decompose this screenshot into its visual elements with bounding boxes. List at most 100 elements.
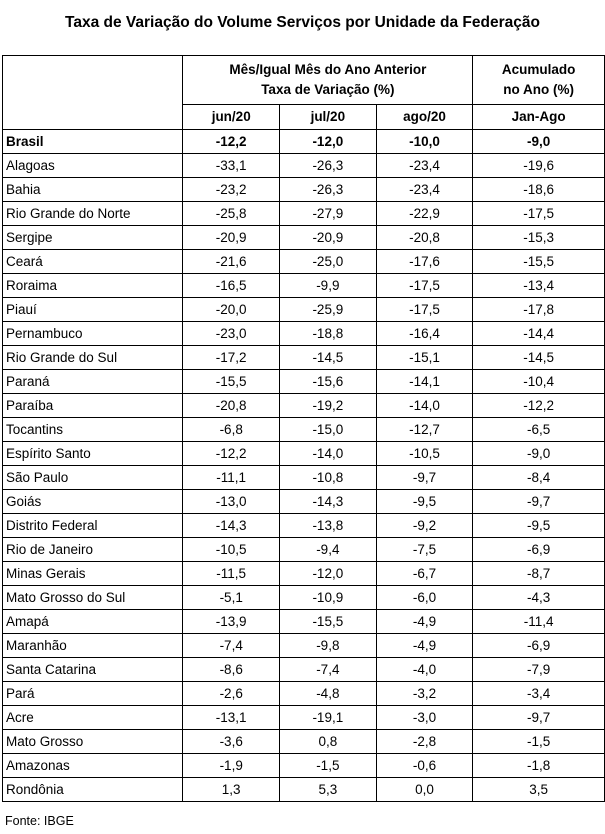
- jun-cell: -7,4: [182, 633, 281, 658]
- jun-cell: -17,2: [182, 345, 281, 370]
- table-row: Rondônia 1,3 5,3 0,0 3,5: [1, 777, 605, 802]
- jun-cell: -20,8: [182, 393, 281, 418]
- uf-cell: Mato Grosso: [1, 729, 184, 754]
- ago-cell: -6,7: [375, 561, 474, 586]
- jun-cell: -25,8: [182, 201, 281, 226]
- jul-cell: -9,8: [279, 633, 377, 658]
- accumulated-cell: -1,8: [472, 753, 605, 778]
- jun-cell: -33,1: [182, 153, 281, 178]
- ago-cell: -3,2: [375, 681, 474, 706]
- column-header-jul: jul/20: [279, 104, 377, 130]
- table-row: Pernambuco -23,0 -18,8 -16,4 -14,4: [1, 321, 605, 346]
- accumulated-cell: -17,5: [472, 201, 605, 226]
- jul-cell: -20,9: [279, 225, 377, 250]
- accumulated-cell: -15,5: [472, 249, 605, 274]
- ago-cell: -9,7: [375, 465, 474, 490]
- table-body: Brasil -12,2 -12,0 -10,0 -9,0 Alagoas -33,1 -26…: [1, 129, 605, 802]
- uf-cell: Santa Catarina: [1, 657, 184, 682]
- jun-cell: -14,3: [182, 513, 281, 538]
- accumulated-cell: -18,6: [472, 177, 605, 202]
- table-row: Ceará -21,6 -25,0 -17,6 -15,5: [1, 249, 605, 274]
- accumulated-line2: no Ano (%): [503, 82, 575, 97]
- uf-cell: Rio de Janeiro: [1, 537, 184, 562]
- jun-cell: -12,2: [182, 441, 281, 466]
- accumulated-cell: -6,9: [472, 537, 605, 562]
- jul-cell: -12,0: [279, 561, 377, 586]
- table-row: Mato Grosso -3,6 0,8 -2,8 -1,5: [1, 729, 605, 754]
- accumulated-cell: 3,5: [472, 777, 605, 802]
- table-row: Acre -13,1 -19,1 -3,0 -9,7: [1, 705, 605, 730]
- jun-cell: -23,0: [182, 321, 281, 346]
- jun-cell: -10,5: [182, 537, 281, 562]
- jun-cell: -2,6: [182, 681, 281, 706]
- table-row: Rio Grande do Norte -25,8 -27,9 -22,9 -17,5: [1, 201, 605, 226]
- table-row: Goiás -13,0 -14,3 -9,5 -9,7: [1, 489, 605, 514]
- uf-cell: Rio Grande do Sul: [1, 345, 184, 370]
- ago-cell: -6,0: [375, 585, 474, 610]
- uf-cell: Bahia: [1, 177, 184, 202]
- jul-cell: -1,5: [279, 753, 377, 778]
- ago-cell: -4,9: [375, 633, 474, 658]
- jul-cell: -19,2: [279, 393, 377, 418]
- table-row: Paraíba -20,8 -19,2 -14,0 -12,2: [1, 393, 605, 418]
- accumulated-cell: -7,9: [472, 657, 605, 682]
- accumulated-cell: -9,7: [472, 705, 605, 730]
- uf-cell: Paraíba: [1, 393, 184, 418]
- ago-cell: -7,5: [375, 537, 474, 562]
- uf-cell: Acre: [1, 705, 184, 730]
- jul-cell: -7,4: [279, 657, 377, 682]
- table-row: Piauí -20,0 -25,9 -17,5 -17,8: [1, 297, 605, 322]
- table-row: Distrito Federal -14,3 -13,8 -9,2 -9,5: [1, 513, 605, 538]
- ago-cell: -17,5: [375, 297, 474, 322]
- accumulated-cell: -8,4: [472, 465, 605, 490]
- jun-cell: -3,6: [182, 729, 281, 754]
- jun-cell: -6,8: [182, 417, 281, 442]
- jun-cell: -16,5: [182, 273, 281, 298]
- ago-cell: -12,7: [375, 417, 474, 442]
- uf-cell: Amazonas: [1, 753, 184, 778]
- accumulated-cell: -9,0: [472, 129, 605, 154]
- ago-cell: -17,5: [375, 273, 474, 298]
- source-note: Fonte: IBGE: [5, 814, 74, 828]
- jul-cell: 5,3: [279, 777, 377, 802]
- uf-cell: Piauí: [1, 297, 184, 322]
- accumulated-cell: -4,3: [472, 585, 605, 610]
- table-row: Alagoas -33,1 -26,3 -23,4 -19,6: [1, 153, 605, 178]
- data-table: Mês/Igual Mês do Ano Anterior Taxa de Va…: [1, 55, 605, 802]
- jun-cell: -11,5: [182, 561, 281, 586]
- accumulated-cell: -12,2: [472, 393, 605, 418]
- jul-cell: -12,0: [279, 129, 377, 154]
- uf-cell: Paraná: [1, 369, 184, 394]
- jul-cell: -10,9: [279, 585, 377, 610]
- jul-cell: -15,6: [279, 369, 377, 394]
- jun-cell: -20,9: [182, 225, 281, 250]
- ago-cell: -23,4: [375, 177, 474, 202]
- column-header-jan-ago: Jan-Ago: [472, 104, 605, 130]
- accumulated-cell: -9,5: [472, 513, 605, 538]
- jul-cell: -14,3: [279, 489, 377, 514]
- uf-cell: Brasil: [1, 129, 184, 154]
- table-row-brasil: Brasil -12,2 -12,0 -10,0 -9,0: [1, 129, 605, 154]
- ago-cell: -0,6: [375, 753, 474, 778]
- accumulated-cell: -6,9: [472, 633, 605, 658]
- ago-cell: -17,6: [375, 249, 474, 274]
- uf-cell: Ceará: [1, 249, 184, 274]
- accumulated-cell: -14,4: [472, 321, 605, 346]
- ago-cell: -9,2: [375, 513, 474, 538]
- jul-cell: -15,5: [279, 609, 377, 634]
- table-row: Paraná -15,5 -15,6 -14,1 -10,4: [1, 369, 605, 394]
- uf-cell: Sergipe: [1, 225, 184, 250]
- ago-cell: -14,1: [375, 369, 474, 394]
- jun-cell: -15,5: [182, 369, 281, 394]
- monthly-group-line2: Taxa de Variação (%): [261, 82, 395, 97]
- table-row: Roraima -16,5 -9,9 -17,5 -13,4: [1, 273, 605, 298]
- table-row: Rio Grande do Sul -17,2 -14,5 -15,1 -14,5: [1, 345, 605, 370]
- table-row: Bahia -23,2 -26,3 -23,4 -18,6: [1, 177, 605, 202]
- table-row: Sergipe -20,9 -20,9 -20,8 -15,3: [1, 225, 605, 250]
- uf-cell: Pernambuco: [1, 321, 184, 346]
- table-row: Minas Gerais -11,5 -12,0 -6,7 -8,7: [1, 561, 605, 586]
- uf-cell: São Paulo: [1, 465, 184, 490]
- ago-cell: 0,0: [375, 777, 474, 802]
- accumulated-cell: -13,4: [472, 273, 605, 298]
- accumulated-cell: -9,7: [472, 489, 605, 514]
